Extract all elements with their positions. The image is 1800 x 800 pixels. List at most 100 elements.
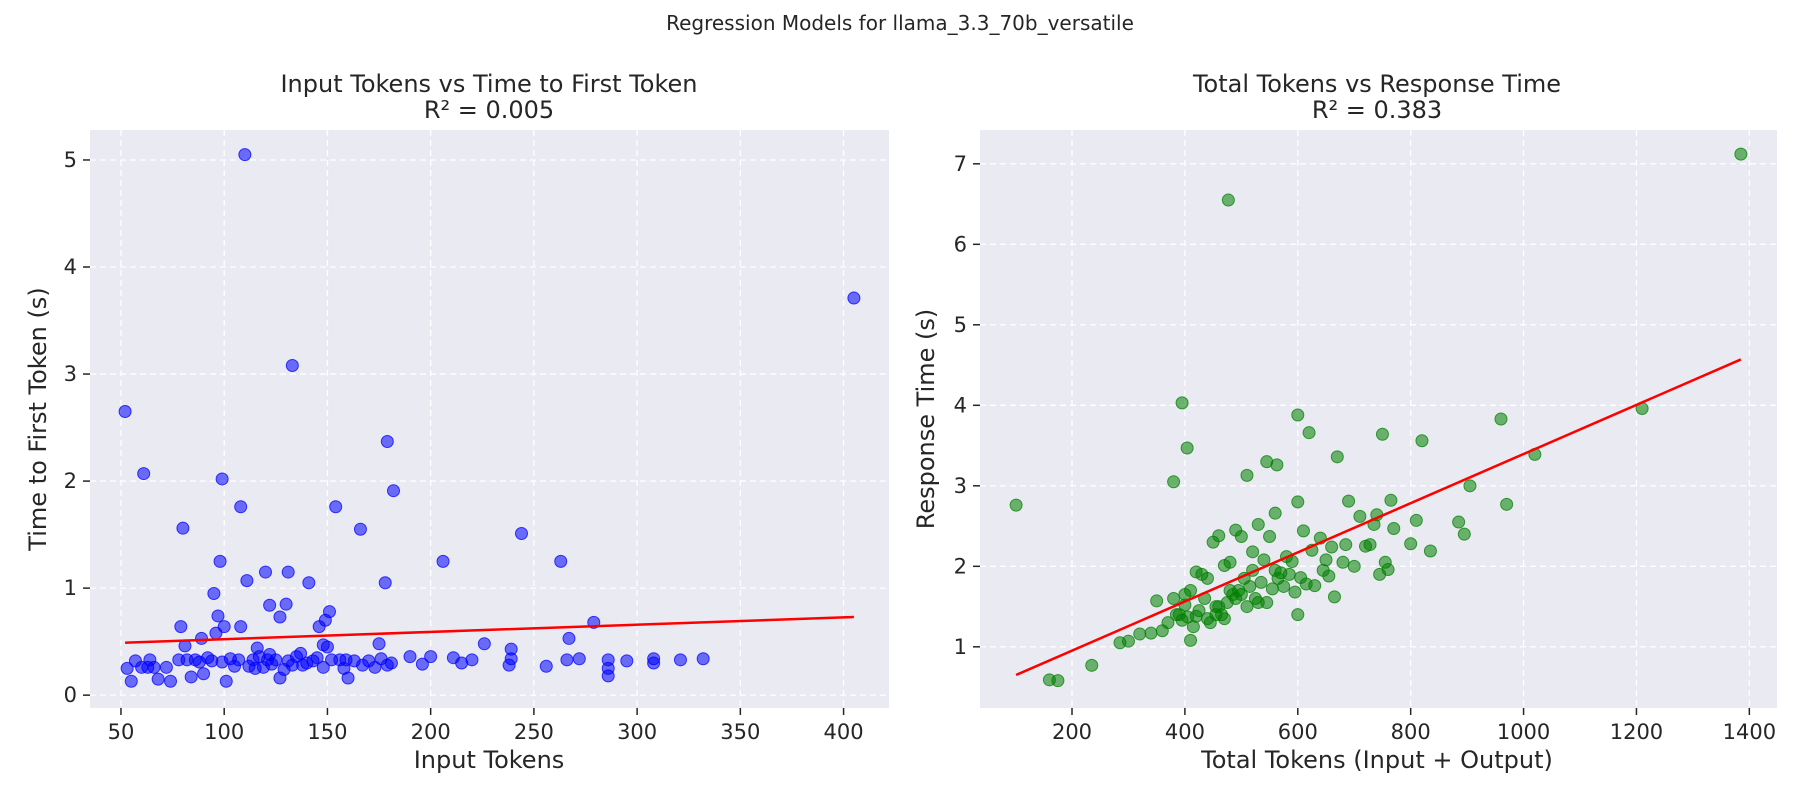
- chart-left-point: [215, 472, 229, 486]
- chart-right-y-ticks: 1 2 3 4 5 6 7: [954, 152, 980, 659]
- chart-left-point: [502, 658, 516, 672]
- chart-left-point: [151, 672, 165, 686]
- chart-right-point: [1327, 590, 1341, 604]
- chart-right-point: [1302, 426, 1316, 440]
- chart-left-point: [302, 576, 316, 590]
- chart-left-point: [219, 674, 233, 688]
- chart-right-point: [1229, 523, 1243, 537]
- chart-left-point: [847, 291, 861, 305]
- chart-right-point: [1296, 524, 1310, 538]
- chart-right-point: [1085, 658, 1099, 672]
- chart-left-point: [465, 653, 479, 667]
- chart-right-point: [1277, 579, 1291, 593]
- chart-right-point: [1325, 540, 1339, 554]
- chart-right-point: [1291, 408, 1305, 422]
- chart-left-point: [378, 576, 392, 590]
- chart-left-point: [647, 656, 661, 670]
- chart-right-point: [1189, 565, 1203, 579]
- chart-right-point: [1322, 569, 1336, 583]
- chart-right-ylabel: Response Time (s): [912, 309, 940, 530]
- chart-right-plot-area: [980, 130, 1777, 708]
- chart-right-x-tick-label: 1200: [1610, 720, 1663, 744]
- chart-left-x-tick-label: 150: [307, 720, 347, 744]
- chart-right-point: [1452, 515, 1466, 529]
- chart-right-y-tick-label: 6: [954, 232, 967, 256]
- chart-left-xlabel: Input Tokens: [414, 746, 565, 774]
- chart-left-x-tick-label: 100: [204, 720, 244, 744]
- chart-left-point: [207, 586, 221, 600]
- chart-left-ylabel: Time to First Token (s): [24, 287, 52, 551]
- chart-right-x-tick-label: 1400: [1723, 720, 1776, 744]
- chart-left-regression-line: [125, 615, 854, 644]
- chart-right-point: [1288, 585, 1302, 599]
- chart-left-point: [258, 565, 272, 579]
- chart-right-point: [1423, 544, 1437, 558]
- chart-right-point: [1339, 538, 1353, 552]
- chart-right-point: [1217, 559, 1231, 573]
- chart-right-point: [1342, 494, 1356, 508]
- chart-right-point: [1209, 608, 1223, 622]
- chart-left-points: [118, 148, 861, 688]
- chart-left-point: [436, 554, 450, 568]
- chart-left-point: [273, 610, 287, 624]
- chart-right-point: [1270, 458, 1284, 472]
- chart-right-point: [1347, 559, 1361, 573]
- chart-left-y-tick-label: 4: [64, 255, 77, 279]
- chart-right-point: [1291, 495, 1305, 509]
- chart-left-point: [415, 657, 429, 671]
- chart-right-point: [1246, 545, 1260, 559]
- chart-left-point: [560, 653, 574, 667]
- chart-right-title: Total Tokens vs Response Time: [1192, 70, 1561, 98]
- chart-left-point: [696, 652, 710, 666]
- chart-right-point: [1415, 434, 1429, 448]
- chart-right-point: [1463, 479, 1477, 493]
- chart-right-point: [1336, 555, 1350, 569]
- chart-right-point: [1734, 147, 1748, 161]
- chart-left-point: [176, 521, 190, 535]
- chart-left-y-tick-label: 5: [64, 148, 77, 172]
- chart-right-regression-line: [1015, 358, 1742, 677]
- chart-left-point: [281, 565, 295, 579]
- chart-right-x-tick-label: 1000: [1497, 720, 1550, 744]
- chart-right-point: [1240, 468, 1254, 482]
- chart-right-x-ticks: 200 400 600 800 1000 1200 1400: [1052, 708, 1776, 744]
- chart-left-y-tick-label: 2: [64, 469, 77, 493]
- chart-left-point: [147, 660, 161, 674]
- chart-right-point: [1167, 475, 1181, 489]
- chart-left-point: [477, 637, 491, 651]
- chart-right-point: [1240, 600, 1254, 614]
- chart-right-y-tick-label: 2: [954, 554, 967, 578]
- chart-left-point: [184, 670, 198, 684]
- chart-left-x-tick-label: 200: [411, 720, 451, 744]
- chart-right-point: [1308, 579, 1322, 593]
- chart-right-point: [1291, 608, 1305, 622]
- chart-left-point: [539, 659, 553, 673]
- chart-left-point: [232, 653, 246, 667]
- chart-right-point: [1387, 521, 1401, 535]
- chart-left-y-ticks: 0 1 2 3 4 5: [64, 148, 90, 707]
- chart-left-x-tick-label: 400: [824, 720, 864, 744]
- chart-left-point: [118, 405, 132, 419]
- chart-right-subtitle: R² = 0.383: [1312, 96, 1442, 124]
- chart-right-point: [1375, 427, 1389, 441]
- chart-right-x-tick-label: 400: [1165, 720, 1205, 744]
- chart-left-point: [384, 656, 398, 670]
- chart-left-point: [137, 467, 151, 481]
- chart-right-point: [1251, 596, 1265, 610]
- chart-left-point: [620, 654, 634, 668]
- chart-left-point: [197, 667, 211, 681]
- chart-left-point: [124, 674, 138, 688]
- chart-right-point: [1175, 396, 1189, 410]
- chart-right-point: [1254, 575, 1268, 589]
- chart-left-x-tick-label: 350: [720, 720, 760, 744]
- chart-left-point: [120, 661, 134, 675]
- chart-left-subtitle: R² = 0.005: [424, 96, 554, 124]
- chart-left-x-ticks: 50 100 150 200 250 300 350 400: [108, 708, 864, 744]
- chart-left-point: [341, 671, 355, 685]
- chart-left-point: [164, 674, 178, 688]
- chart-right-y-tick-label: 3: [954, 474, 967, 498]
- chart-left-point: [554, 554, 568, 568]
- chart-right-y-tick-label: 1: [954, 635, 967, 659]
- chart-right-point: [1167, 592, 1181, 606]
